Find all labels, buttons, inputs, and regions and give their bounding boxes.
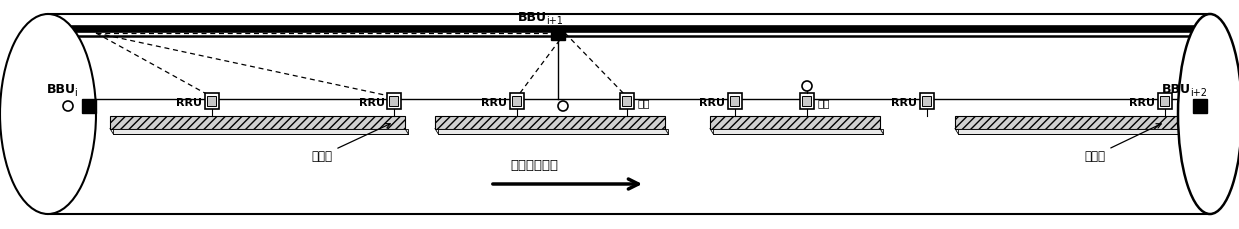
Circle shape bbox=[63, 101, 73, 112]
Ellipse shape bbox=[1178, 15, 1239, 214]
Bar bbox=[1193, 100, 1207, 114]
Bar bbox=[439, 129, 668, 134]
Text: RRU: RRU bbox=[891, 98, 917, 108]
Bar bbox=[389, 97, 398, 106]
Text: 查询器: 查询器 bbox=[1084, 124, 1161, 162]
Circle shape bbox=[558, 101, 567, 112]
Bar bbox=[512, 97, 522, 106]
Bar bbox=[82, 100, 95, 114]
Text: i+1: i+1 bbox=[546, 16, 563, 26]
Bar bbox=[204, 94, 219, 109]
Bar bbox=[620, 94, 634, 109]
Text: 备用: 备用 bbox=[818, 98, 830, 108]
Text: BBU: BBU bbox=[47, 83, 76, 95]
Text: RRU: RRU bbox=[481, 98, 507, 108]
Bar bbox=[802, 97, 812, 106]
Bar bbox=[387, 94, 401, 109]
Bar bbox=[1158, 94, 1172, 109]
Text: i: i bbox=[74, 88, 77, 98]
Text: 列车行驶方向: 列车行驶方向 bbox=[510, 158, 558, 171]
Text: RRU: RRU bbox=[359, 98, 385, 108]
Bar bbox=[435, 116, 665, 129]
Text: RRU: RRU bbox=[699, 98, 725, 108]
Ellipse shape bbox=[0, 15, 95, 214]
Text: RRU: RRU bbox=[1129, 98, 1155, 108]
Bar bbox=[958, 129, 1188, 134]
Bar bbox=[729, 94, 742, 109]
Text: BBU: BBU bbox=[518, 11, 546, 24]
Text: 备用: 备用 bbox=[637, 98, 649, 108]
Bar bbox=[922, 97, 930, 106]
Bar bbox=[510, 94, 524, 109]
Circle shape bbox=[802, 82, 812, 92]
Bar bbox=[921, 94, 934, 109]
Bar bbox=[622, 97, 631, 106]
Bar bbox=[207, 97, 216, 106]
Bar bbox=[113, 129, 408, 134]
Bar bbox=[551, 27, 565, 41]
Bar bbox=[955, 116, 1184, 129]
Bar bbox=[1160, 97, 1170, 106]
Text: BBU: BBU bbox=[1162, 83, 1191, 95]
Text: RRU: RRU bbox=[176, 98, 202, 108]
Bar bbox=[110, 116, 405, 129]
Bar bbox=[730, 97, 738, 106]
Text: i+2: i+2 bbox=[1189, 88, 1207, 98]
Bar bbox=[800, 94, 814, 109]
Bar bbox=[712, 129, 883, 134]
Bar bbox=[710, 116, 880, 129]
Text: 查询器: 查询器 bbox=[311, 124, 390, 162]
